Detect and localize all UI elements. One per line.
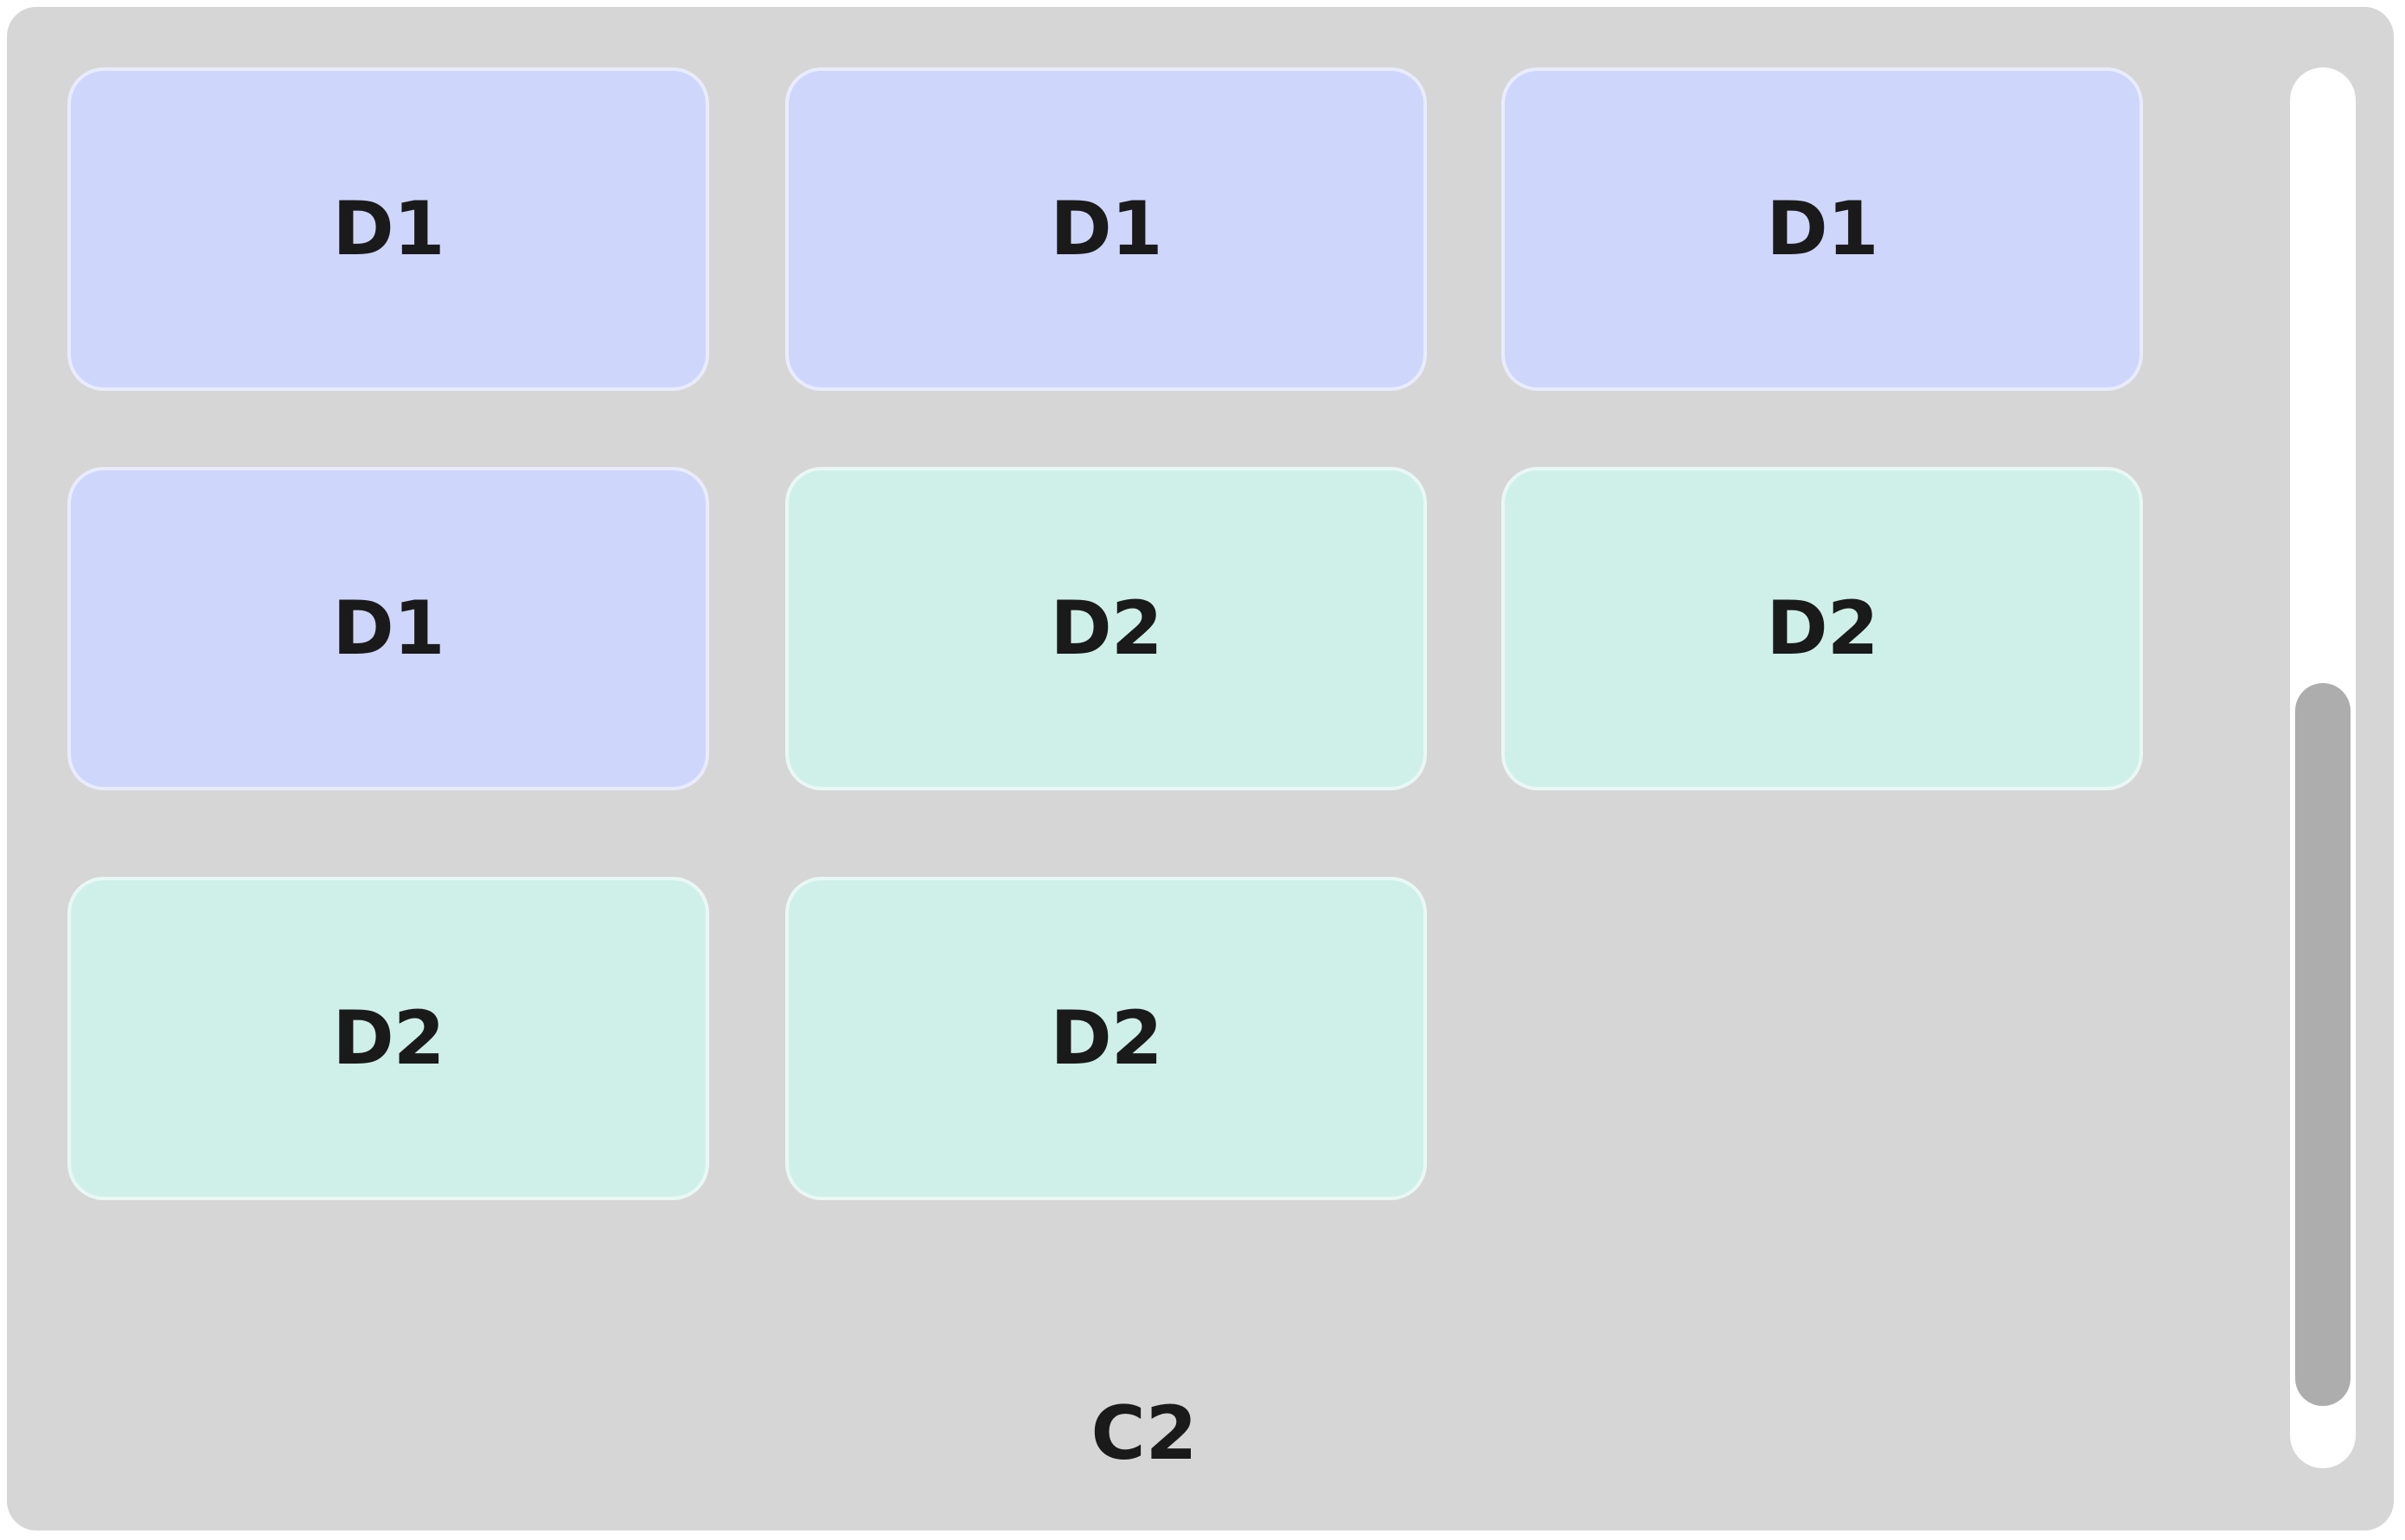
card-d1[interactable]: D1 [785, 67, 1427, 391]
vertical-scrollbar[interactable] [2290, 67, 2356, 1468]
card-label: D2 [1766, 585, 1878, 672]
card-label: D1 [1766, 186, 1878, 272]
card-d2[interactable]: D2 [67, 877, 709, 1200]
card-d2[interactable]: D2 [785, 467, 1427, 790]
card-label: D1 [332, 585, 445, 672]
card-d2[interactable]: D2 [1501, 467, 2143, 790]
card-label: D2 [1050, 995, 1162, 1082]
card-d2[interactable]: D2 [785, 877, 1427, 1200]
scrollbar-thumb[interactable] [2295, 683, 2351, 1406]
card-d1[interactable]: D1 [67, 67, 709, 391]
card-d1[interactable]: D1 [67, 467, 709, 790]
card-label: D1 [1050, 186, 1162, 272]
container-label: C2 [1091, 1390, 1198, 1477]
card-label: D2 [332, 995, 445, 1082]
card-label: D1 [332, 186, 445, 272]
card-label: D2 [1050, 585, 1162, 672]
container-c2: D1 D1 D1 D1 D2 D2 D2 D2 C2 [7, 7, 2394, 1530]
card-d1[interactable]: D1 [1501, 67, 2143, 391]
